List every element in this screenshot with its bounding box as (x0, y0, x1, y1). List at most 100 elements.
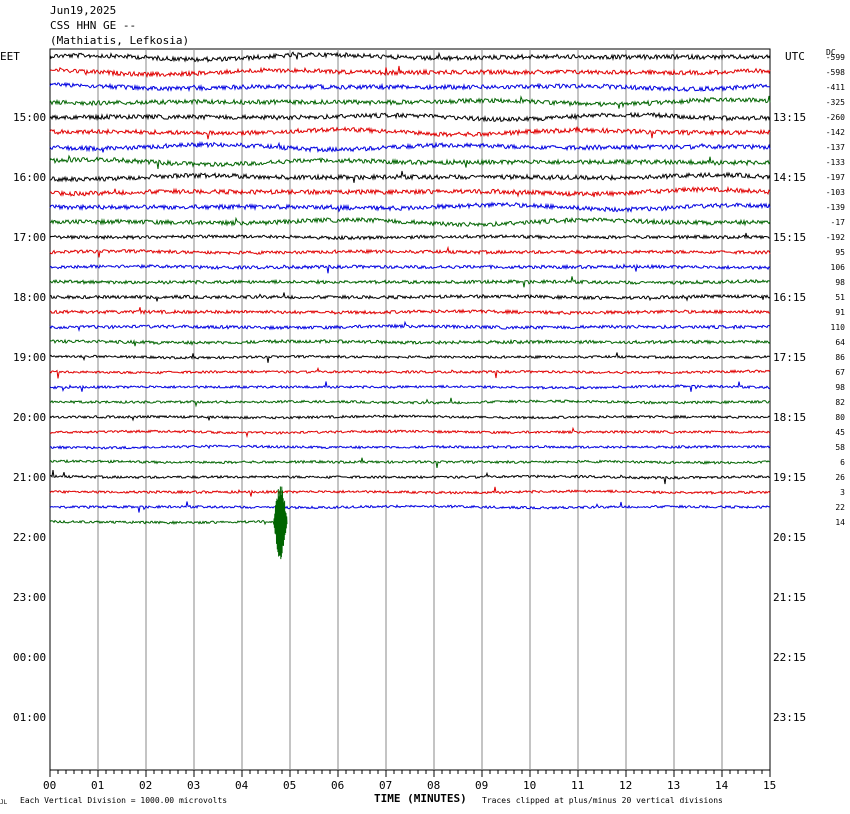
trace-row-8 (49, 170, 771, 183)
dc-offset-value: -325 (825, 98, 845, 107)
trace-row-10 (49, 201, 771, 213)
right-hour-label: 19:15 (773, 471, 807, 484)
dc-offset-value: -411 (825, 83, 845, 92)
trace-row-2 (49, 81, 771, 93)
trace-row-12 (49, 232, 771, 241)
trace-row-26 (49, 444, 771, 450)
dc-offset-value: -17 (830, 218, 845, 227)
trace-row-3 (49, 95, 771, 109)
left-hour-label: 00:00 (13, 651, 47, 664)
right-hour-label: 14:15 (773, 171, 807, 184)
trace-row-18 (49, 320, 771, 333)
trace-row-25 (49, 426, 771, 439)
corner-mark: JL (0, 799, 8, 806)
dc-offset-value: 91 (835, 308, 845, 317)
clip-note: Traces clipped at plus/minus 20 vertical… (482, 796, 723, 805)
right-hour-label: 18:15 (773, 411, 807, 424)
right-hour-label: 20:15 (773, 531, 807, 544)
trace-row-17 (49, 307, 771, 316)
x-tick-label: 14 (715, 779, 729, 792)
dc-offset-value: 98 (835, 383, 845, 392)
x-tick-label: 08 (427, 779, 441, 792)
header-station: CSS HHN GE -- (50, 19, 137, 32)
event-burst-0 (272, 486, 288, 560)
dc-column-label: DC (826, 48, 836, 57)
dc-offset-value: 82 (835, 398, 845, 407)
trace-row-4 (49, 111, 771, 123)
x-tick-label: 03 (187, 779, 201, 792)
left-hour-label: 19:00 (13, 351, 47, 364)
trace-row-13 (49, 245, 771, 258)
x-tick-label: 05 (283, 779, 297, 792)
right-hour-label: 15:15 (773, 231, 807, 244)
left-hour-label: 20:00 (13, 411, 47, 424)
right-hour-label: 23:15 (773, 711, 807, 724)
dc-offset-value: 64 (835, 338, 845, 347)
x-axis-title: TIME (MINUTES) (374, 792, 467, 805)
dc-offset-value: 51 (835, 293, 845, 302)
left-hour-label: 22:00 (13, 531, 47, 544)
trace-row-24 (49, 414, 771, 422)
trace-row-9 (49, 185, 771, 198)
dc-offset-value: 3 (840, 488, 845, 497)
header-location: (Mathiatis, Lefkosia) (50, 34, 190, 47)
right-hour-label: 13:15 (773, 111, 807, 124)
trace-row-16 (49, 292, 771, 302)
trace-row-27 (49, 457, 771, 468)
left-hour-label: 23:00 (13, 591, 47, 604)
left-hour-label: 15:00 (13, 111, 47, 124)
right-hour-label: 22:15 (773, 651, 807, 664)
trace-row-14 (49, 263, 771, 274)
x-tick-label: 11 (571, 779, 585, 792)
dc-offset-value: 45 (835, 428, 845, 437)
left-hour-label: 17:00 (13, 231, 47, 244)
trace-row-5 (49, 126, 771, 140)
division-note: Each Vertical Division = 1000.00 microvo… (20, 796, 228, 805)
time-axis (49, 770, 771, 777)
x-tick-label: 10 (523, 779, 537, 792)
dc-offset-value: 106 (830, 263, 845, 272)
trace-row-29 (49, 486, 771, 497)
left-hour-label: 21:00 (13, 471, 47, 484)
x-tick-label: 09 (475, 779, 489, 792)
dc-offset-value: 22 (835, 503, 845, 512)
dc-offset-value: -599 (825, 53, 845, 62)
x-tick-label: 01 (91, 779, 105, 792)
header-date: Jun19,2025 (50, 4, 117, 17)
trace-row-0 (49, 51, 771, 63)
right-timezone-label: UTC (785, 50, 805, 63)
right-hour-label: 21:15 (773, 591, 807, 604)
trace-row-15 (49, 276, 771, 288)
trace-row-28 (49, 470, 771, 485)
trace-row-6 (49, 140, 771, 153)
dc-offset-value: -598 (825, 68, 845, 77)
dc-offset-value: -142 (825, 128, 845, 137)
trace-row-30 (49, 501, 771, 513)
dc-offset-value: -192 (825, 233, 845, 242)
dc-offset-value: -260 (825, 113, 845, 122)
x-tick-label: 00 (43, 779, 57, 792)
trace-row-19 (49, 338, 771, 347)
left-hour-label: 01:00 (13, 711, 47, 724)
dc-offset-value: -103 (825, 188, 845, 197)
dc-offset-value: -139 (825, 203, 845, 212)
trace-row-11 (49, 216, 771, 228)
plot-grid (49, 48, 771, 771)
x-tick-label: 13 (667, 779, 681, 792)
dc-offset-value: 14 (835, 518, 845, 527)
dc-offset-value: 98 (835, 278, 845, 287)
trace-row-22 (49, 381, 771, 393)
right-hour-label: 16:15 (773, 291, 807, 304)
dc-offset-value: -137 (825, 143, 845, 152)
dc-offset-value: 95 (835, 248, 845, 257)
trace-row-23 (49, 397, 771, 408)
trace-row-21 (49, 366, 771, 379)
x-tick-label: 12 (619, 779, 633, 792)
dc-offset-value: 80 (835, 413, 845, 422)
seismic-traces (49, 51, 771, 560)
x-tick-label: 06 (331, 779, 345, 792)
x-tick-label: 15 (763, 779, 777, 792)
dc-offset-value: -133 (825, 158, 845, 167)
dc-offset-value: 86 (835, 353, 845, 362)
